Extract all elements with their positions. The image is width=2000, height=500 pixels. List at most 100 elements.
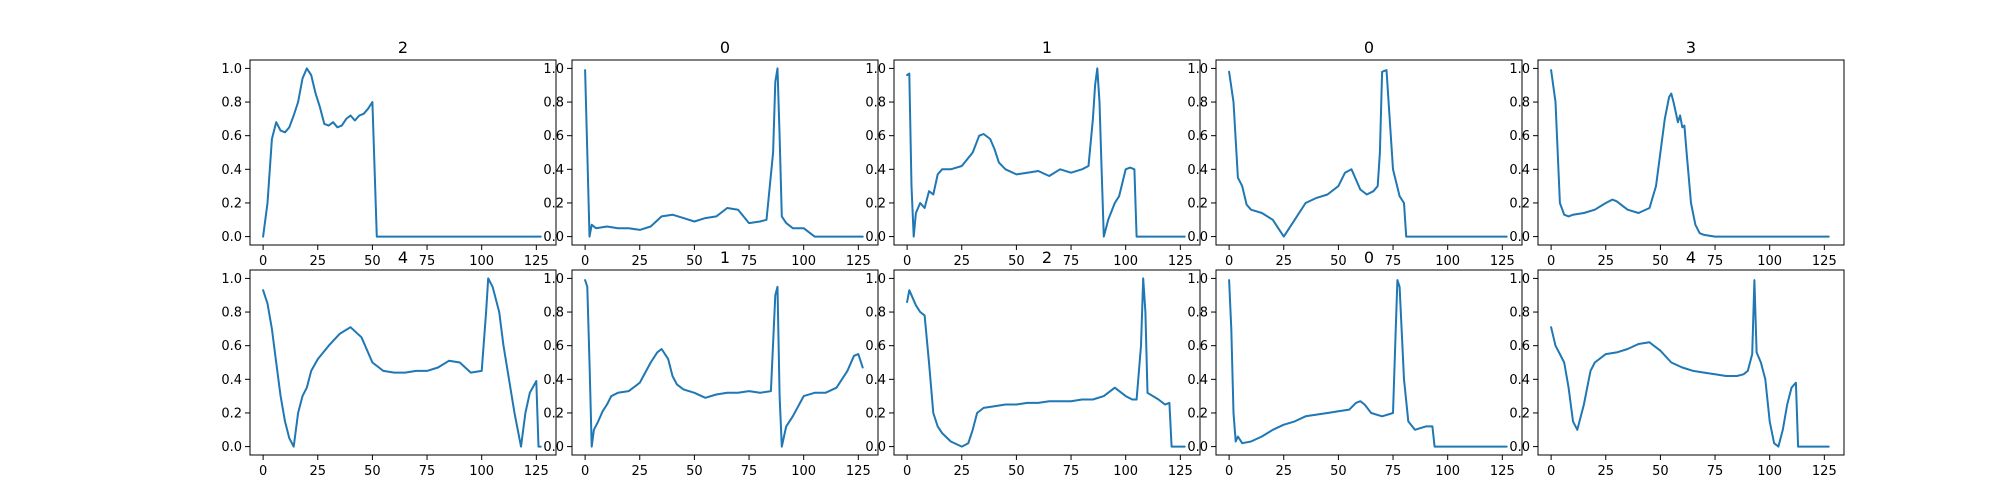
y-tick-label: 0.6 <box>865 129 886 144</box>
y-tick-label: 1.0 <box>221 272 242 287</box>
x-tick-label: 100 <box>1757 464 1782 479</box>
y-tick-label: 0.6 <box>865 339 886 354</box>
y-tick-label: 0.2 <box>865 406 886 421</box>
y-tick-label: 0.4 <box>221 373 242 388</box>
x-tick-label: 100 <box>469 464 494 479</box>
y-tick-label: 0.8 <box>543 306 564 321</box>
x-tick-label: 25 <box>309 254 326 269</box>
x-tick-label: 125 <box>846 254 871 269</box>
panel-title: 0 <box>720 38 730 57</box>
chart-panel-10: 4 0 25 50 75 100 125 0.0 0.2 0.4 0.6 0.8 1.0 <box>1509 248 1845 479</box>
x-tick-label: 0 <box>581 464 589 479</box>
y-tick-label: 1.0 <box>1187 62 1208 77</box>
series-line <box>1550 279 1830 448</box>
x-tick-label: 125 <box>1490 464 1515 479</box>
y-tick-label: 0.6 <box>221 129 242 144</box>
x-tick-label: 0 <box>903 464 911 479</box>
panel-title: 1 <box>720 248 730 267</box>
x-tick-label: 25 <box>1275 464 1292 479</box>
y-tick-label: 0.2 <box>1187 406 1208 421</box>
y-tick-label: 0.6 <box>1509 129 1530 144</box>
y-tick-label: 0.0 <box>1509 440 1530 455</box>
x-tick-label: 75 <box>741 254 758 269</box>
x-tick-label: 25 <box>631 464 648 479</box>
x-tick-label: 0 <box>581 254 589 269</box>
series-line <box>1228 279 1508 448</box>
y-tick-label: 0.0 <box>221 230 242 245</box>
x-tick-label: 125 <box>1812 254 1837 269</box>
chart-panel-9: 0 0 25 50 75 100 125 0.0 0.2 0.4 0.6 0.8 1.0 <box>1187 248 1523 479</box>
x-tick-label: 0 <box>903 254 911 269</box>
y-tick-label: 0.8 <box>865 306 886 321</box>
x-tick-label: 75 <box>1063 464 1080 479</box>
y-tick-label: 0.2 <box>1509 406 1530 421</box>
y-tick-label: 1.0 <box>1509 272 1530 287</box>
series-line <box>262 277 542 448</box>
y-tick-label: 0.2 <box>221 196 242 211</box>
series-line <box>584 67 864 238</box>
y-tick-label: 0.8 <box>1187 306 1208 321</box>
x-tick-label: 50 <box>364 254 381 269</box>
y-tick-label: 1.0 <box>543 62 564 77</box>
y-tick-label: 1.0 <box>221 62 242 77</box>
axes-frame <box>1215 59 1523 246</box>
x-tick-label: 125 <box>1490 254 1515 269</box>
x-tick-label: 25 <box>309 464 326 479</box>
x-tick-label: 75 <box>419 464 436 479</box>
y-tick-label: 0.4 <box>221 163 242 178</box>
x-tick-label: 25 <box>1275 254 1292 269</box>
y-tick-label: 0.6 <box>1187 339 1208 354</box>
series-line <box>906 277 1186 448</box>
y-tick-label: 0.0 <box>1187 440 1208 455</box>
x-tick-label: 75 <box>1063 254 1080 269</box>
y-tick-label: 0.0 <box>1509 230 1530 245</box>
axes-frame <box>1537 269 1845 456</box>
axes-frame <box>1537 59 1845 246</box>
x-tick-label: 125 <box>1168 254 1193 269</box>
x-tick-label: 125 <box>524 464 549 479</box>
y-tick-label: 0.4 <box>865 163 886 178</box>
series-line <box>262 67 542 238</box>
y-tick-label: 0.2 <box>1509 196 1530 211</box>
y-tick-label: 0.4 <box>1187 163 1208 178</box>
x-tick-label: 50 <box>364 464 381 479</box>
x-tick-label: 50 <box>1008 254 1025 269</box>
x-tick-label: 25 <box>1597 464 1614 479</box>
y-tick-label: 0.0 <box>1187 230 1208 245</box>
x-tick-label: 75 <box>1707 254 1724 269</box>
y-tick-label: 0.0 <box>865 230 886 245</box>
axes-frame <box>893 269 1201 456</box>
y-tick-label: 0.8 <box>221 96 242 111</box>
axes-frame <box>249 59 557 246</box>
y-tick-label: 0.4 <box>1509 373 1530 388</box>
y-tick-label: 0.2 <box>221 406 242 421</box>
y-tick-label: 1.0 <box>1187 272 1208 287</box>
panel-title: 0 <box>1364 248 1374 267</box>
y-tick-label: 0.4 <box>1187 373 1208 388</box>
x-tick-label: 50 <box>686 464 703 479</box>
series-line <box>906 67 1186 238</box>
panel-title: 3 <box>1686 38 1696 57</box>
y-tick-label: 0.4 <box>1509 163 1530 178</box>
y-tick-label: 1.0 <box>865 272 886 287</box>
panel-title: 0 <box>1364 38 1374 57</box>
panel-title: 4 <box>398 248 408 267</box>
x-tick-label: 100 <box>1757 254 1782 269</box>
chart-panel-6: 4 0 25 50 75 100 125 0.0 0.2 0.4 0.6 0.8 1.0 <box>221 248 557 479</box>
axes-frame <box>1215 269 1523 456</box>
x-tick-label: 75 <box>741 464 758 479</box>
chart-panel-5: 3 0 25 50 75 100 125 0.0 0.2 0.4 0.6 0.8 1.0 <box>1509 38 1845 269</box>
y-tick-label: 0.0 <box>865 440 886 455</box>
y-tick-label: 1.0 <box>1509 62 1530 77</box>
x-tick-label: 0 <box>259 254 267 269</box>
x-tick-label: 100 <box>1435 254 1460 269</box>
x-tick-label: 50 <box>1330 464 1347 479</box>
x-tick-label: 0 <box>259 464 267 479</box>
panel-title: 4 <box>1686 248 1696 267</box>
y-tick-label: 0.6 <box>543 339 564 354</box>
y-tick-label: 0.8 <box>543 96 564 111</box>
y-tick-label: 1.0 <box>543 272 564 287</box>
y-tick-label: 0.0 <box>221 440 242 455</box>
y-tick-label: 0.8 <box>1187 96 1208 111</box>
